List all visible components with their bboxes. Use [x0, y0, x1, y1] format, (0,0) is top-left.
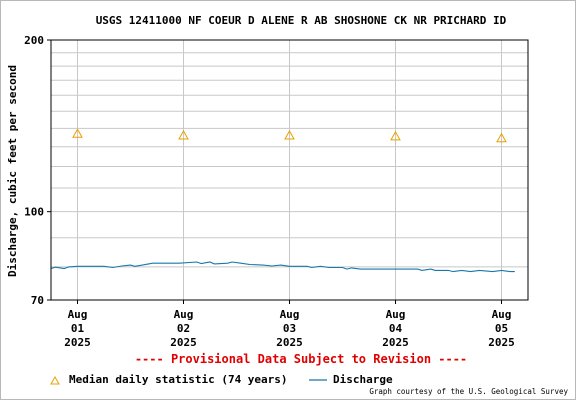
x-tick-label: 2025: [64, 336, 91, 349]
x-tick-label: Aug: [68, 308, 88, 321]
x-tick-label: 04: [389, 322, 403, 335]
triangle-marker-icon: [50, 375, 60, 385]
x-tick-labels: Aug012025Aug022025Aug032025Aug042025Aug0…: [64, 300, 515, 349]
credit-text: Graph courtesy of the U.S. Geological Su…: [369, 387, 568, 396]
median-point: [178, 129, 189, 140]
y-tick-label: 200: [24, 34, 44, 47]
median-point: [390, 130, 401, 141]
median-point: [496, 132, 507, 143]
chart-title: USGS 12411000 NF COEUR D ALENE R AB SHOS…: [96, 14, 507, 27]
grid: [51, 40, 528, 300]
x-tick-label: 01: [71, 322, 85, 335]
legend-median-label: Median daily statistic (74 years): [69, 373, 288, 386]
plot-border: [50, 39, 529, 301]
series-layer: [50, 128, 515, 273]
provisional-note: ---- Provisional Data Subject to Revisio…: [135, 352, 467, 366]
y-axis-label: Discharge, cubic feet per second: [6, 65, 19, 277]
y-tick-label: 70: [31, 294, 44, 307]
x-tick-label: Aug: [174, 308, 194, 321]
discharge-series-line: [50, 261, 515, 273]
x-tick-label: 2025: [276, 336, 303, 349]
x-tick-label: 2025: [382, 336, 409, 349]
median-point: [284, 129, 295, 140]
x-tick-label: Aug: [492, 308, 512, 321]
x-tick-label: Aug: [386, 308, 406, 321]
median-point: [72, 128, 83, 138]
legend-discharge-label: Discharge: [333, 373, 393, 386]
legend: Median daily statistic (74 years) Discha…: [50, 373, 393, 386]
y-tick-label: 100: [24, 206, 44, 219]
x-tick-label: 02: [177, 322, 190, 335]
x-tick-label: 2025: [170, 336, 197, 349]
x-tick-label: 05: [495, 322, 508, 335]
x-tick-label: Aug: [280, 308, 300, 321]
x-tick-label: 03: [283, 322, 296, 335]
y-tick-labels: 200 100 70: [24, 34, 51, 307]
x-tick-label: 2025: [488, 336, 515, 349]
